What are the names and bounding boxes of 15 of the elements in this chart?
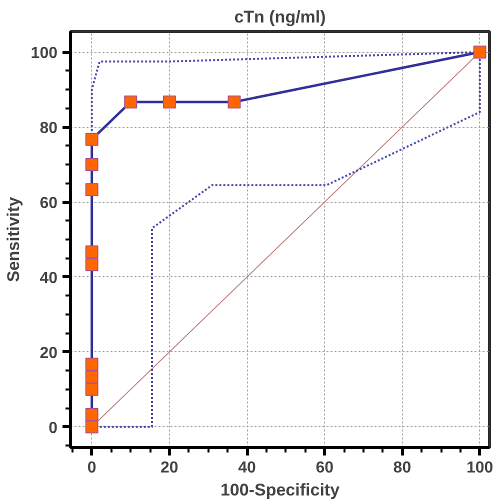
y-tick-label: 0 xyxy=(48,420,58,437)
y-tick-label: 40 xyxy=(40,270,58,287)
y-tick-label: 100 xyxy=(30,45,58,62)
x-tick-label: 80 xyxy=(393,460,412,476)
x-tick-label: 20 xyxy=(160,460,178,476)
x-tick-label: 100 xyxy=(466,460,494,476)
y-tick-label: 20 xyxy=(40,344,58,362)
x-tick-label: 60 xyxy=(316,460,334,476)
chart-title: cTn (ng/ml) xyxy=(234,8,326,26)
x-axis-title: 100-Specificity xyxy=(220,480,340,500)
x-tick-label: 0 xyxy=(87,460,96,476)
y-tick-label: 60 xyxy=(40,195,58,212)
x-tick-label: 40 xyxy=(238,460,256,476)
y-axis-title: Sensitivity xyxy=(4,196,23,282)
y-tick-label: 80 xyxy=(40,120,58,138)
